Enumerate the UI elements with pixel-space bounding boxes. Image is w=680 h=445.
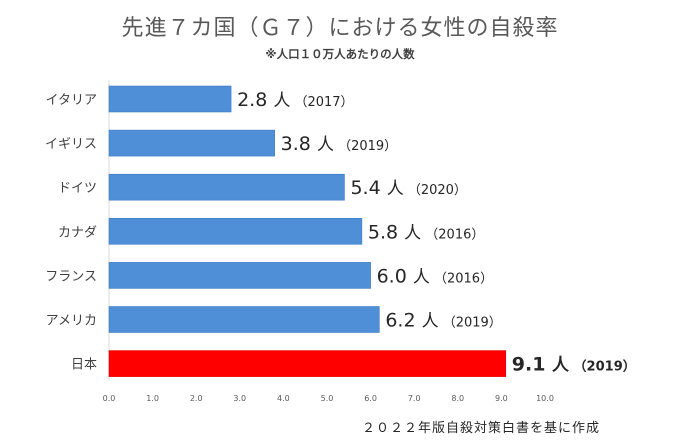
category-label: イギリス (45, 137, 97, 152)
value-label: 3.8 人 （2019） (281, 133, 397, 155)
category-label: フランス (45, 269, 97, 284)
x-tick-label: 4.0 (277, 394, 290, 403)
x-tick-label: 9.0 (495, 394, 508, 403)
x-tick-label: 6.0 (364, 394, 377, 403)
value-label: 5.4 人 （2020） (350, 177, 466, 199)
bar (108, 262, 371, 289)
category-label: カナダ (58, 225, 97, 240)
category-label: 日本 (71, 358, 97, 373)
bar (108, 173, 345, 201)
x-tick-label: 0.0 (103, 394, 116, 403)
x-tick-label: 7.0 (408, 394, 421, 403)
category-label: ドイツ (58, 181, 97, 196)
chart-title: 先進７カ国（Ｇ７）における女性の自殺率 (121, 16, 559, 41)
x-tick-label: 5.0 (321, 394, 334, 403)
value-label: 6.2 人 （2019） (385, 310, 501, 332)
value-label: 2.8 人 （2017） (237, 89, 353, 111)
category-label: イタリア (46, 93, 97, 108)
x-tick-label: 10.0 (536, 394, 554, 403)
x-tick-label: 8.0 (451, 394, 464, 403)
bar (108, 129, 275, 157)
x-tick-label: 1.0 (146, 394, 159, 403)
bar (108, 85, 232, 113)
bar (108, 350, 507, 377)
chart-subtitle: ※人口１０万人あたりの人数 (265, 47, 415, 61)
bar (108, 306, 380, 333)
value-label: 6.0 人 （2016） (377, 265, 493, 287)
source-note: ２０２２年版自殺対策白書を基に作成 (362, 421, 601, 436)
value-label: 9.1 人 （2019） (512, 354, 636, 376)
bar (108, 218, 363, 245)
category-label: アメリカ (46, 314, 97, 329)
x-tick-label: 3.0 (233, 394, 246, 403)
value-label: 5.8 人 （2016） (368, 221, 484, 243)
x-tick-label: 2.0 (190, 394, 203, 403)
